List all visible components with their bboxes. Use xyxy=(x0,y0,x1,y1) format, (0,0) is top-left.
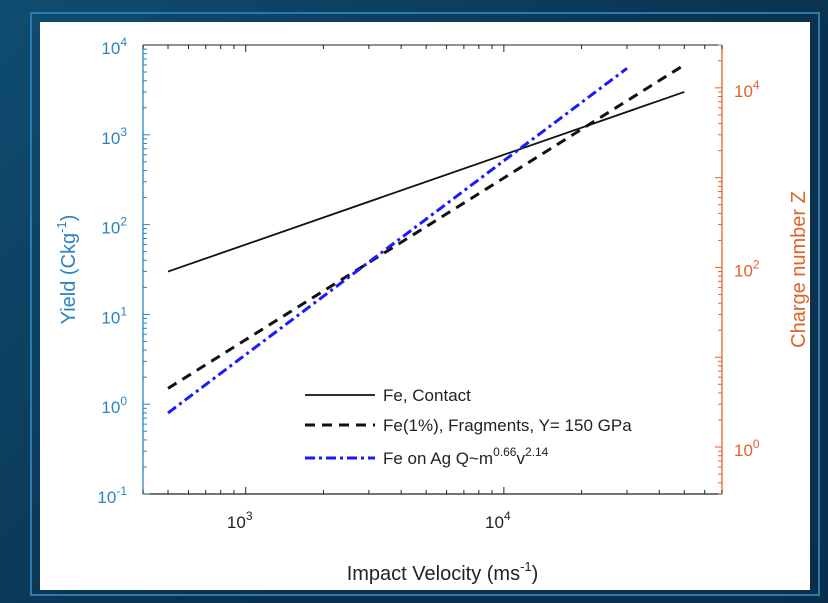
y-axis-label-left: Yield (Ckg-1) xyxy=(54,215,80,325)
legend-label-3: Fe on Ag Q~m0.66v2.14 xyxy=(383,445,549,468)
series-line-1 xyxy=(167,91,685,273)
legend-label-1: Fe, Contact xyxy=(383,386,471,405)
y-tick-label-left: 103 xyxy=(101,125,127,148)
y-tick-label-left: 10-1 xyxy=(97,484,127,507)
y-tick-label-left: 104 xyxy=(101,35,127,58)
y-tick-label-right: 102 xyxy=(734,257,760,280)
legend-label-2: Fe(1%), Fragments, Y= 150 GPa xyxy=(383,416,632,435)
x-tick-label: 103 xyxy=(227,509,253,532)
slide-border xyxy=(30,12,820,596)
y-axis-label-right: Charge number Z xyxy=(788,191,810,348)
series-line-2 xyxy=(167,63,686,390)
y-tick-label-right: 100 xyxy=(734,437,760,460)
y-tick-label-left: 102 xyxy=(101,215,127,238)
y-tick-label-left: 101 xyxy=(101,304,127,327)
y-tick-label-left: 100 xyxy=(101,394,127,417)
y-tick-label-right: 104 xyxy=(734,78,760,101)
chart-panel xyxy=(40,22,810,590)
x-tick-label: 104 xyxy=(485,509,511,532)
series-line-3 xyxy=(167,67,628,415)
x-axis-label: Impact Velocity (ms-1) xyxy=(347,559,539,585)
